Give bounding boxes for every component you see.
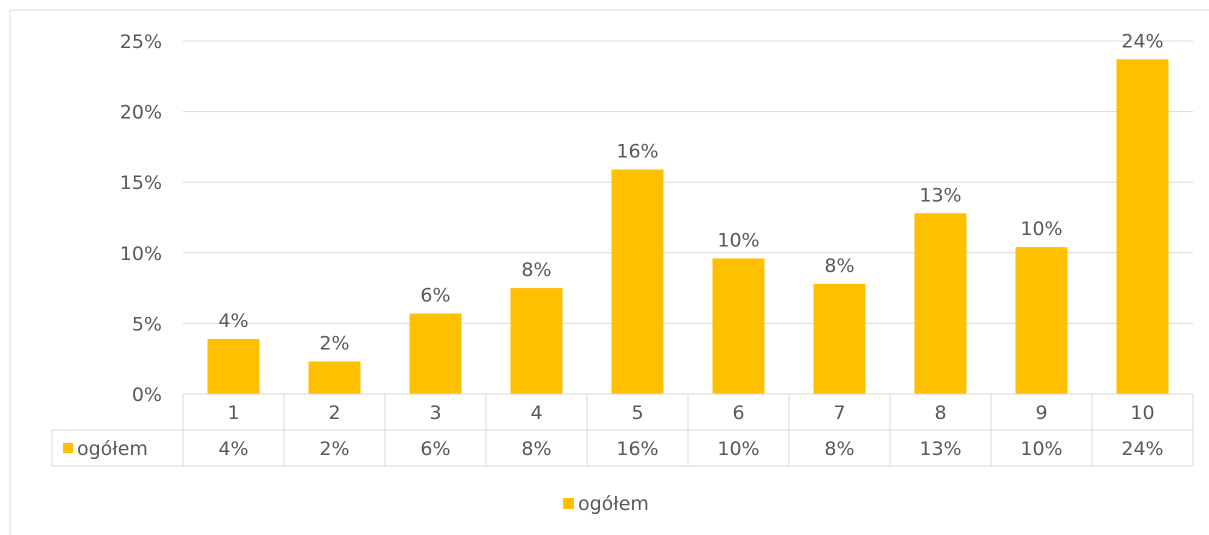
table-value: 8% — [521, 438, 551, 460]
bar — [1116, 59, 1169, 395]
x-tick-label: 6 — [732, 402, 744, 424]
data-label: 2% — [319, 333, 349, 355]
legend-entry: ogółem — [578, 493, 649, 515]
table-value: 16% — [616, 438, 658, 460]
y-tick-label: 5% — [132, 313, 162, 335]
bar — [510, 288, 563, 394]
data-label: 8% — [521, 259, 551, 281]
y-axis-ticks: 0% 5% 10% 15% 20% 25% — [120, 31, 162, 406]
y-tick-label: 0% — [132, 384, 162, 406]
table-value: 6% — [420, 438, 450, 460]
chart-frame — [9, 9, 1209, 535]
bar — [914, 213, 967, 394]
y-tick-label: 25% — [120, 31, 162, 53]
bars — [207, 59, 1169, 395]
table-value: 10% — [1020, 438, 1062, 460]
y-tick-label: 20% — [120, 102, 162, 124]
x-tick-label: 7 — [833, 402, 845, 424]
bar — [207, 338, 260, 394]
bar — [611, 169, 664, 394]
data-labels: 4% 2% 6% 8% 16% 10% 8% 13% 10% 24% — [218, 30, 1163, 354]
table-value: 8% — [824, 438, 854, 460]
bar — [409, 313, 462, 394]
table-value: 24% — [1121, 438, 1163, 460]
data-label: 6% — [420, 285, 450, 307]
x-tick-label: 3 — [429, 402, 441, 424]
table-value: 2% — [319, 438, 349, 460]
table-series-key-icon — [63, 443, 73, 453]
data-label: 13% — [919, 184, 961, 206]
data-label: 16% — [616, 140, 658, 162]
data-label: 4% — [218, 310, 248, 332]
table-value: 13% — [919, 438, 961, 460]
y-tick-label: 10% — [120, 243, 162, 265]
data-label: 24% — [1121, 30, 1163, 52]
bar — [1015, 247, 1068, 394]
data-label: 10% — [1020, 218, 1062, 240]
table-value: 4% — [218, 438, 248, 460]
x-tick-label: 9 — [1035, 402, 1047, 424]
y-tick-label: 15% — [120, 172, 162, 194]
x-tick-label: 4 — [530, 402, 542, 424]
data-table: 1 4% 2 2% 3 6% 4 8% 5 16% 6 10% 7 8% 8 13% 9 10% 10 24% ogół… — [51, 393, 1194, 467]
table-value: 10% — [717, 438, 759, 460]
data-label: 10% — [717, 229, 759, 251]
x-tick-label: 8 — [934, 402, 946, 424]
bar — [308, 361, 361, 394]
bar — [813, 283, 866, 394]
x-tick-label: 2 — [328, 402, 340, 424]
x-tick-label: 10 — [1130, 402, 1154, 424]
legend: ogółem — [563, 493, 649, 515]
table-series-name: ogółem — [77, 438, 148, 460]
legend-swatch-icon — [563, 498, 574, 509]
x-tick-label: 5 — [631, 402, 643, 424]
bar — [712, 258, 765, 394]
x-tick-label: 1 — [227, 402, 239, 424]
data-label: 8% — [824, 255, 854, 277]
